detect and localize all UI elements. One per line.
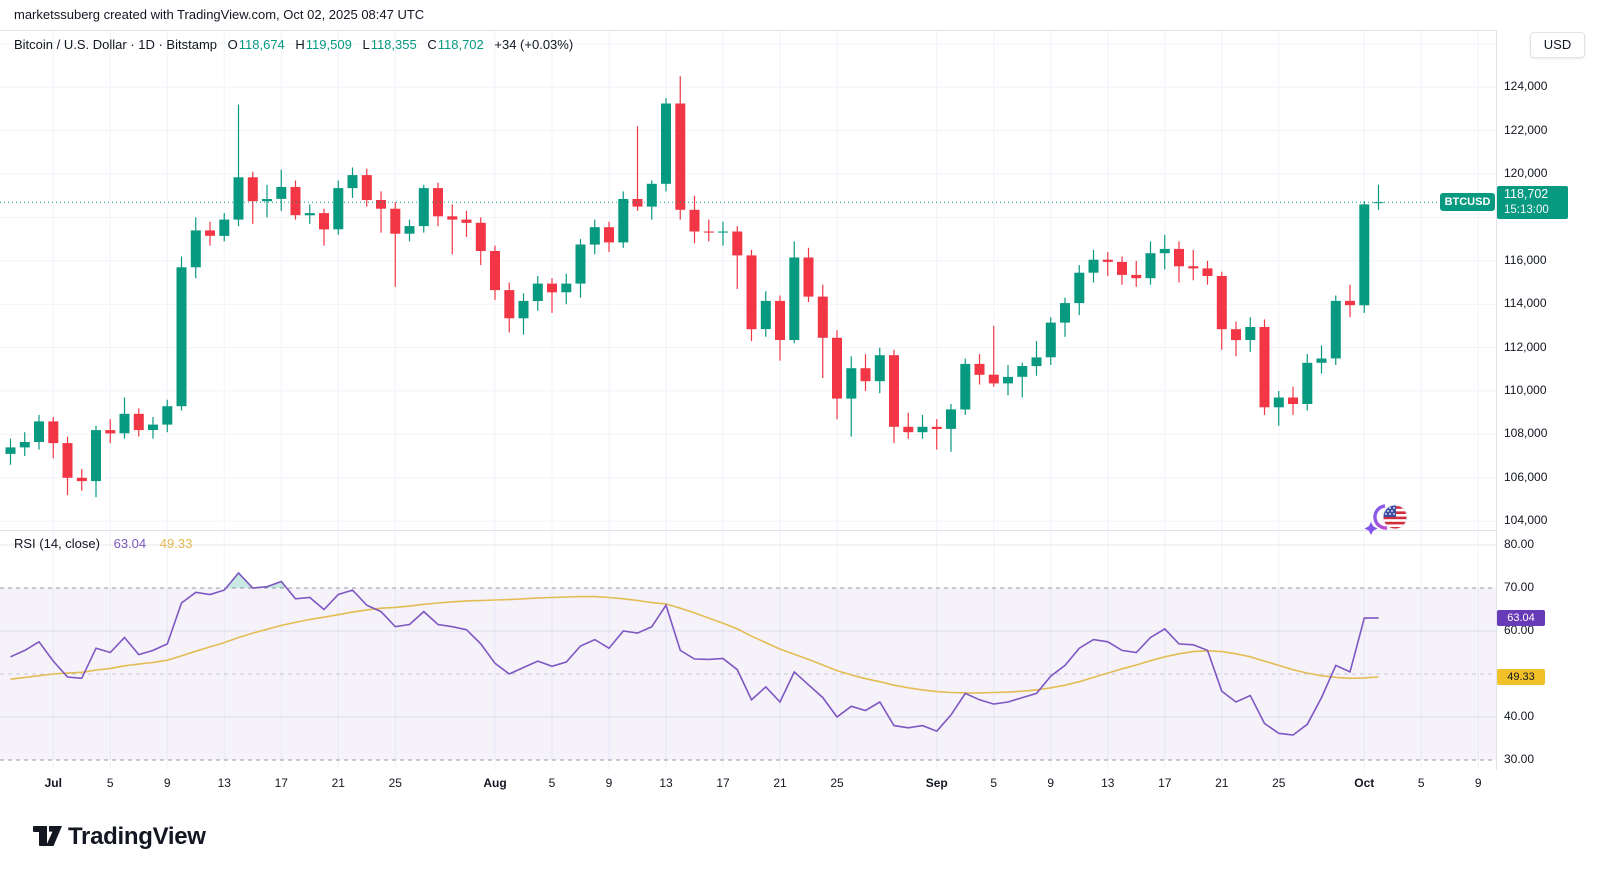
time-tick-label: 9 bbox=[163, 776, 171, 790]
last-price-value: 118,702 bbox=[1504, 187, 1549, 201]
time-tick-label: 13 bbox=[1101, 776, 1115, 790]
rsi-legend[interactable]: RSI (14, close) 63.04 49.33 bbox=[14, 536, 192, 551]
us-flag-icon bbox=[1383, 505, 1407, 529]
flag-sparkle-sticker bbox=[1364, 504, 1408, 535]
symbol-title[interactable]: Bitcoin / U.S. Dollar · 1D · Bitstamp bbox=[14, 37, 217, 52]
time-tick-label: 9 bbox=[1047, 776, 1055, 790]
low-value: 118,355 bbox=[370, 37, 417, 52]
rsi-ma-value: 49.33 bbox=[159, 536, 193, 551]
usd-button[interactable]: USD bbox=[1530, 32, 1585, 58]
brand-wordmark[interactable]: TradingView bbox=[68, 823, 206, 850]
time-tick-label: 5 bbox=[548, 776, 556, 790]
rsi-ma-value-tag: 49.33 bbox=[1497, 669, 1545, 685]
rsi-tick-label: 60.00 bbox=[1504, 623, 1535, 637]
close-label: C bbox=[427, 37, 437, 52]
time-tick-label: 25 bbox=[830, 776, 844, 790]
price-tick-label: 114,000 bbox=[1504, 296, 1547, 311]
time-tick-month-label: Oct bbox=[1354, 776, 1375, 790]
high-label: H bbox=[295, 37, 305, 52]
attribution-text: marketssuberg created with TradingView.c… bbox=[14, 7, 425, 22]
footer: TradingView bbox=[0, 815, 1603, 875]
price-tick-label: 124,000 bbox=[1504, 79, 1548, 94]
price-tick-label: 108,000 bbox=[1504, 426, 1548, 441]
sparkle-icon bbox=[1364, 504, 1388, 535]
chart-stage: Bitcoin / U.S. Dollar · 1D · Bitstamp O1… bbox=[0, 30, 1603, 875]
change-value: +34 (+0.03%) bbox=[494, 37, 574, 52]
time-tick-label: 5 bbox=[990, 776, 998, 790]
time-tick-label: 13 bbox=[659, 776, 673, 790]
time-tick-month-label: Jul bbox=[44, 776, 62, 790]
price-tick-label: 110,000 bbox=[1504, 383, 1547, 397]
time-tick-label: 9 bbox=[1474, 776, 1482, 790]
symbol-legend[interactable]: Bitcoin / U.S. Dollar · 1D · Bitstamp O1… bbox=[14, 37, 573, 52]
time-tick-label: 21 bbox=[1215, 776, 1229, 790]
price-tick-label: 112,000 bbox=[1504, 339, 1547, 354]
time-tick-label: 5 bbox=[1417, 776, 1425, 790]
high-value: 119,509 bbox=[305, 37, 352, 52]
rsi-tick-label: 70.00 bbox=[1504, 580, 1535, 594]
time-tick-month-label: Sep bbox=[925, 776, 948, 790]
price-tick-label: 106,000 bbox=[1504, 469, 1548, 484]
time-axis[interactable]: Jul 5 9 13 17 21 25 Aug 5 9 13 17 21 25 Sep 5 9 13 17 21 25 O… bbox=[0, 770, 1603, 815]
time-tick-label: 17 bbox=[716, 776, 730, 790]
rsi-tick-label: 40.00 bbox=[1504, 709, 1535, 723]
rsi-value-tag: 63.04 bbox=[1497, 610, 1545, 626]
tradingview-logo-icon[interactable] bbox=[32, 822, 64, 852]
bar-countdown: 15:13:00 bbox=[1504, 204, 1549, 216]
rsi-value: 63.04 bbox=[113, 536, 147, 551]
time-tick-label: 25 bbox=[1272, 776, 1286, 790]
price-tick-label: 104,000 bbox=[1504, 513, 1548, 528]
time-tick-month-label: Aug bbox=[483, 776, 507, 790]
price-tick-label: 116,000 bbox=[1504, 252, 1547, 267]
chart-canvas[interactable] bbox=[0, 30, 1603, 875]
attribution-bar: marketssuberg created with TradingView.c… bbox=[0, 0, 1603, 30]
last-price-tag: 118,702 15:13:00 bbox=[1497, 186, 1568, 219]
time-tick-label: 17 bbox=[274, 776, 288, 790]
open-value: 118,674 bbox=[238, 37, 285, 52]
price-axis[interactable]: USD 124,000 122,000 120,000 116,000 114,000 1… bbox=[1497, 30, 1603, 770]
price-tick-label: 120,000 bbox=[1504, 166, 1548, 180]
time-tick-label: 9 bbox=[605, 776, 613, 790]
rsi-tick-label: 30.00 bbox=[1504, 752, 1535, 766]
rsi-tick-label: 80.00 bbox=[1504, 537, 1535, 551]
time-tick-label: 5 bbox=[106, 776, 114, 790]
time-tick-label: 17 bbox=[1158, 776, 1172, 790]
time-tick-label: 21 bbox=[331, 776, 345, 790]
open-label: O bbox=[227, 37, 238, 52]
price-tick-label: 122,000 bbox=[1504, 122, 1548, 137]
last-price-symbol-pill: BTCUSD bbox=[1440, 193, 1495, 211]
close-value: 118,702 bbox=[437, 37, 484, 52]
rsi-legend-label: RSI (14, close) bbox=[14, 536, 100, 551]
low-label: L bbox=[362, 37, 370, 52]
time-tick-label: 21 bbox=[773, 776, 787, 790]
time-tick-label: 13 bbox=[217, 776, 231, 790]
time-tick-label: 25 bbox=[388, 776, 402, 790]
